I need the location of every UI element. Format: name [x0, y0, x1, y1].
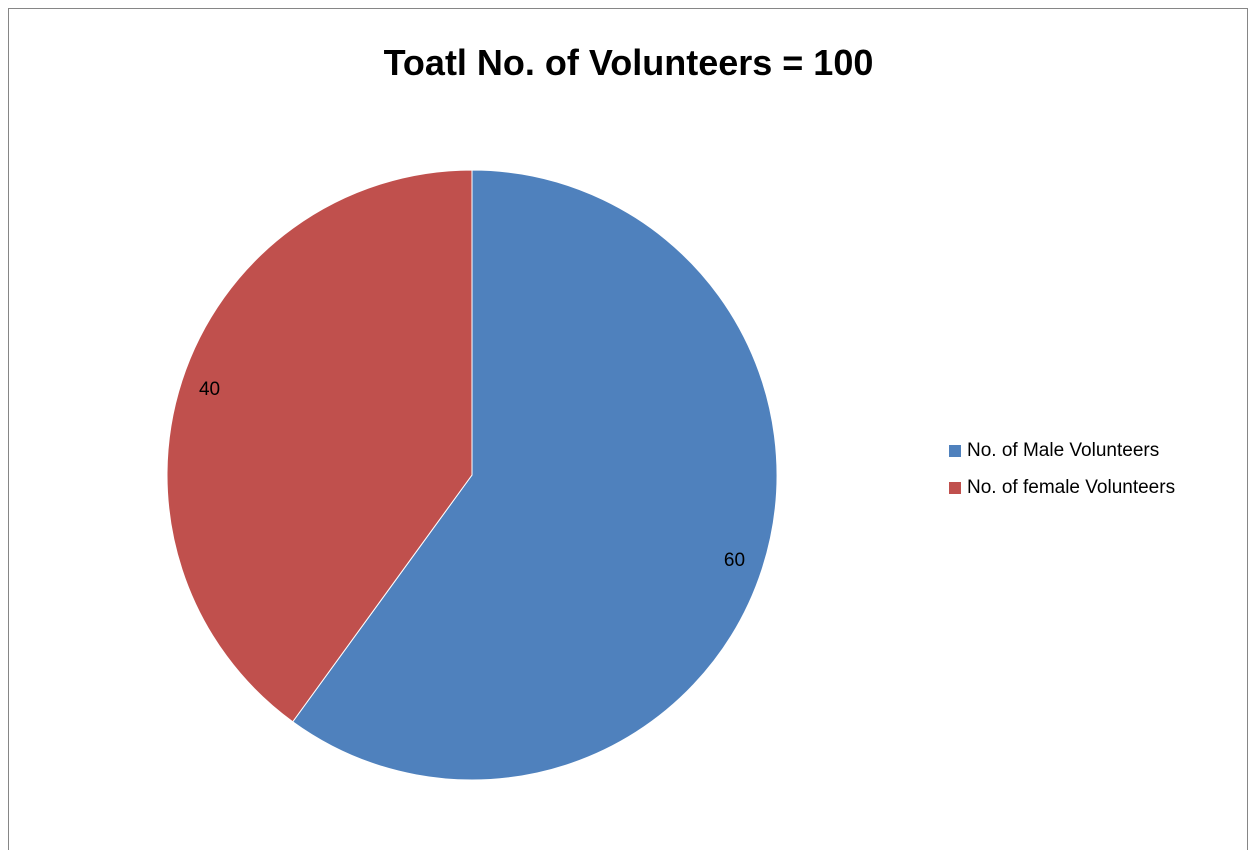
legend: No. of Male Volunteers No. of female Vol…: [949, 440, 1175, 514]
legend-swatch-female: [949, 482, 961, 494]
legend-label-female: No. of female Volunteers: [967, 477, 1176, 498]
legend-label-male: No. of Male Volunteers: [967, 440, 1160, 461]
pie-slice-female: [166, 169, 473, 723]
data-label-male: 60: [724, 550, 745, 571]
legend-item-female: No. of female Volunteers: [949, 477, 1175, 499]
legend-item-male: No. of Male Volunteers: [949, 440, 1175, 462]
data-label-female: 40: [199, 379, 220, 400]
pie-data-labels: 60 40: [199, 379, 745, 571]
chart-title: Toatl No. of Volunteers = 100: [383, 42, 874, 83]
legend-swatch-male: [949, 445, 961, 457]
pie-slice-male: [292, 169, 778, 781]
pie-slices: [166, 169, 778, 781]
